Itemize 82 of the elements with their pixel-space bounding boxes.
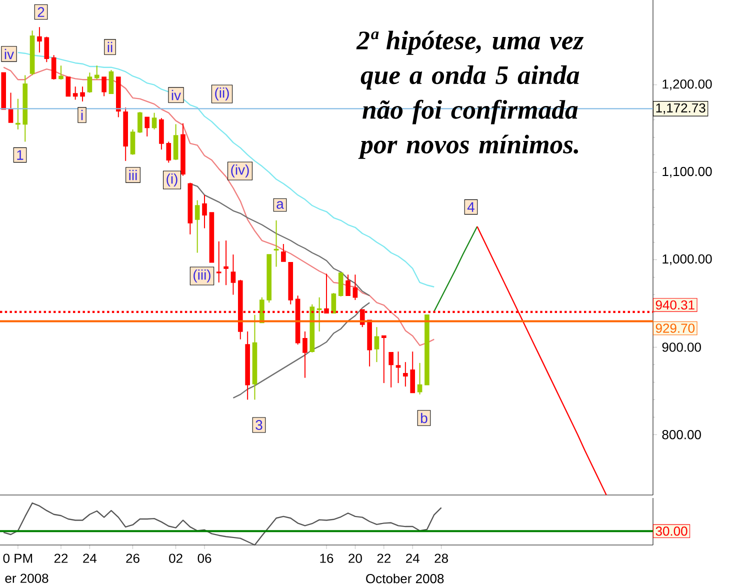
candlestick xyxy=(44,36,50,63)
line-series xyxy=(434,226,478,312)
candlestick xyxy=(130,128,136,156)
annotation: 2 xyxy=(38,7,44,17)
x-tick-label: 06 xyxy=(198,554,212,563)
candlestick xyxy=(410,351,416,394)
candlestick xyxy=(166,141,172,164)
annotation: 3 xyxy=(256,420,262,430)
candlestick xyxy=(173,124,178,161)
text: er 2008 xyxy=(5,574,48,583)
candlestick xyxy=(87,72,92,94)
candlestick xyxy=(58,65,64,80)
candlestick xyxy=(152,112,157,130)
text: October 2008 xyxy=(366,574,444,584)
candlestick xyxy=(144,116,150,137)
candlestick xyxy=(102,76,106,97)
annotation: (iii) xyxy=(194,269,210,283)
candlestick xyxy=(94,65,100,80)
candlestick xyxy=(417,362,422,395)
annotation: i xyxy=(81,110,83,120)
candlestick xyxy=(374,326,380,363)
candlestick xyxy=(274,220,279,268)
candlestick xyxy=(260,296,264,324)
candlestick xyxy=(202,194,207,229)
x-tick-label: 28 xyxy=(434,554,448,563)
candlestick xyxy=(230,254,236,296)
y-tick-label: 800.00 xyxy=(662,430,701,440)
candlestick xyxy=(331,292,336,314)
candlestick xyxy=(388,352,394,388)
x-tick-label: 26 xyxy=(126,554,140,563)
candlestick xyxy=(66,76,71,97)
annotation: 1 xyxy=(17,150,24,160)
candlestick xyxy=(316,296,322,332)
x-tick-label: 16 xyxy=(320,554,334,563)
candlestick xyxy=(138,111,142,134)
y-tick-label: 1,000.00 xyxy=(662,254,712,266)
candlestick xyxy=(159,118,164,150)
y-tick-label: 1,100.00 xyxy=(662,166,712,178)
candlestick xyxy=(403,362,408,388)
candlestick xyxy=(302,330,308,378)
ref-line-label: 940.31 xyxy=(656,300,694,310)
annotation: (iv) xyxy=(231,164,249,178)
line-series xyxy=(190,183,370,296)
annotation: iii xyxy=(129,170,137,180)
candlestick xyxy=(381,335,386,384)
candlestick xyxy=(51,54,56,80)
annotation: 4 xyxy=(467,202,474,212)
annotation: ii xyxy=(108,42,112,52)
candlestick xyxy=(194,200,200,254)
annotation: (i) xyxy=(166,173,178,187)
annotation: a xyxy=(276,201,284,209)
candlestick xyxy=(108,69,114,94)
x-tick-label: 0 PM xyxy=(3,554,32,563)
candlestick xyxy=(16,98,20,130)
candlestick xyxy=(216,240,222,283)
candlestick xyxy=(346,274,350,296)
ref-line-label: 1,172.73 xyxy=(656,103,706,114)
ref-line-label: 929.70 xyxy=(656,324,695,333)
x-tick-label: 24 xyxy=(406,554,420,563)
annotation: iv xyxy=(172,90,181,100)
candlestick xyxy=(281,244,286,262)
annotation: iv xyxy=(4,48,14,60)
candlestick xyxy=(396,351,401,384)
y-tick-label: 1,200.00 xyxy=(662,79,712,90)
y-tick-label: 900.00 xyxy=(662,342,701,352)
annotation: 30.00 xyxy=(656,526,688,536)
x-tick-label: 24 xyxy=(83,554,97,563)
candlestick xyxy=(338,272,344,297)
text: 2ª hipótese, uma vez que a onda 5 ainda não foi confirmada por novos mínimos. xyxy=(356,30,584,159)
candlestick xyxy=(8,92,14,123)
line-series xyxy=(232,302,370,399)
x-tick-label: 02 xyxy=(169,554,182,563)
candlestick xyxy=(72,86,78,100)
x-tick-label: 22 xyxy=(54,554,68,563)
candlestick xyxy=(80,86,85,102)
candlestick xyxy=(37,26,42,53)
annotation: (ii) xyxy=(215,87,229,101)
x-tick-label: 20 xyxy=(348,554,362,563)
candlestick xyxy=(352,274,358,300)
x-tick-label: 22 xyxy=(377,554,390,563)
annotation: b xyxy=(421,412,428,424)
candlestick xyxy=(224,240,228,286)
